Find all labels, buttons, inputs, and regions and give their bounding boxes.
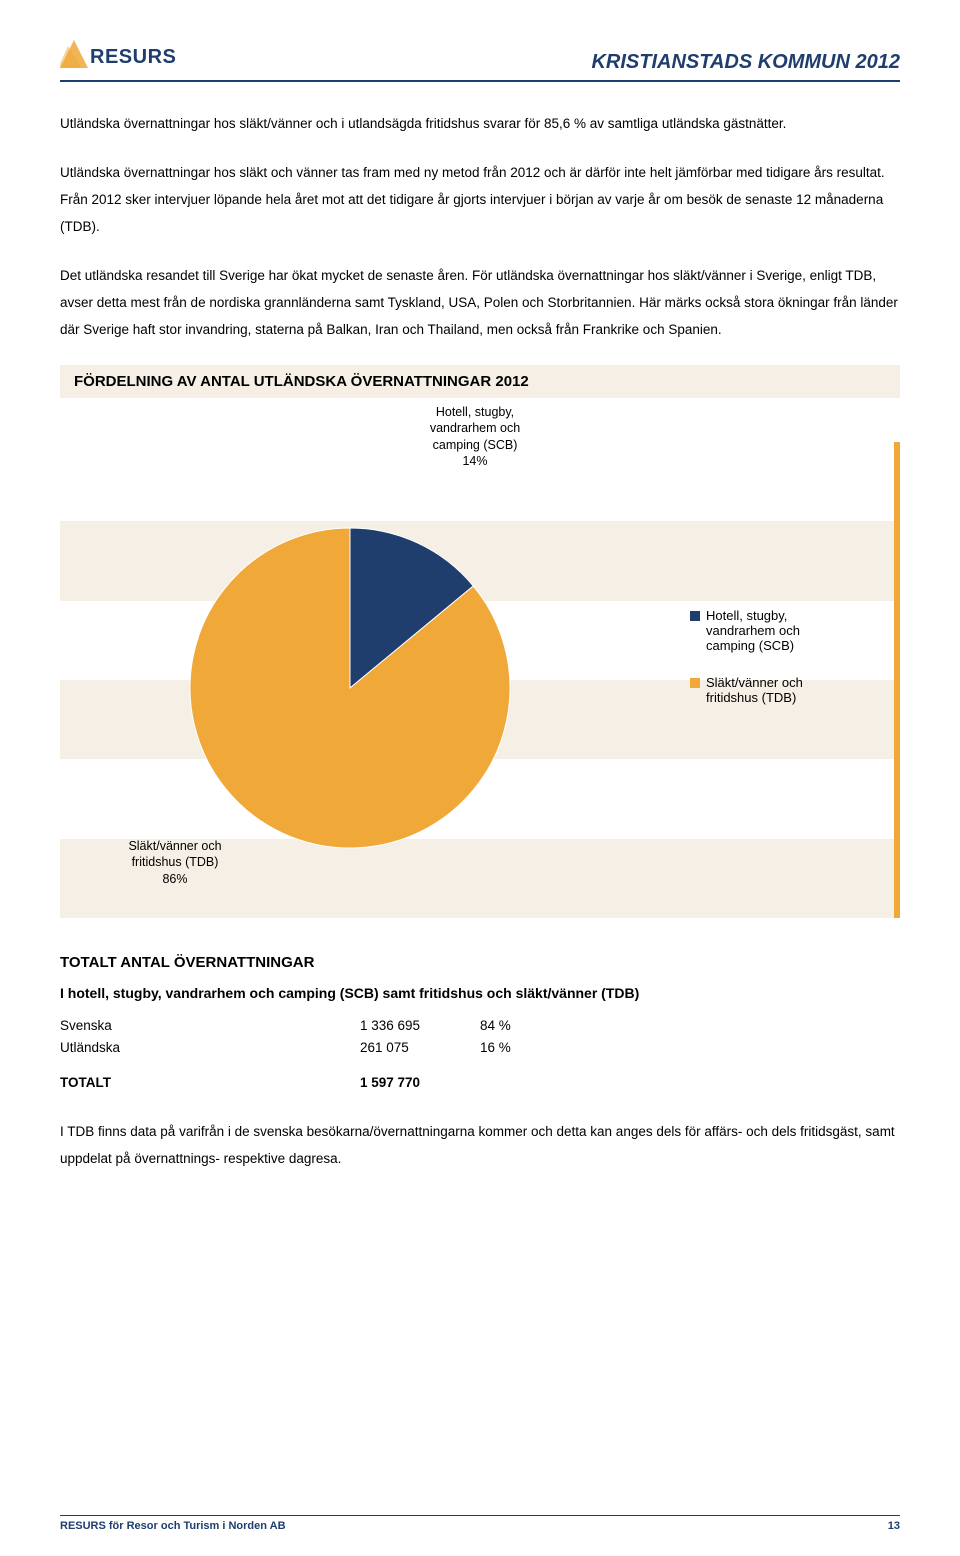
paragraph-last: I TDB finns data på varifrån i de svensk… bbox=[60, 1118, 900, 1172]
logo: RESURS bbox=[60, 40, 176, 74]
pie-chart: Hotell, stugby,vandrarhem ochcamping (SC… bbox=[60, 398, 900, 918]
row-pct: 84 % bbox=[480, 1015, 560, 1037]
page-title: KRISTIANSTADS KOMMUN 2012 bbox=[591, 51, 900, 74]
page-footer: RESURS för Resor och Turism i Norden AB … bbox=[60, 1515, 900, 1532]
chart-legend: Hotell, stugby, vandrarhem och camping (… bbox=[690, 608, 850, 727]
totals-table: Svenska 1 336 695 84 % Utländska 261 075… bbox=[60, 1015, 900, 1094]
total-label: TOTALT bbox=[60, 1072, 360, 1094]
pie-slice-label-scb: Hotell, stugby,vandrarhem ochcamping (SC… bbox=[400, 404, 550, 469]
legend-text: Hotell, stugby, vandrarhem och camping (… bbox=[706, 608, 850, 653]
paragraph-2: Utländska övernattningar hos släkt och v… bbox=[60, 159, 900, 240]
row-pct: 16 % bbox=[480, 1037, 560, 1059]
legend-item-tdb: Släkt/vänner och fritidshus (TDB) bbox=[690, 675, 850, 705]
table-row-total: TOTALT 1 597 770 bbox=[60, 1072, 900, 1094]
table-row: Utländska 261 075 16 % bbox=[60, 1037, 900, 1059]
footer-page-number: 13 bbox=[888, 1520, 900, 1532]
total-value: 1 597 770 bbox=[360, 1072, 480, 1094]
table-row: Svenska 1 336 695 84 % bbox=[60, 1015, 900, 1037]
logo-mark bbox=[60, 40, 88, 74]
row-label: Svenska bbox=[60, 1015, 360, 1037]
logo-text: RESURS bbox=[90, 46, 176, 69]
footer-left: RESURS för Resor och Turism i Norden AB bbox=[60, 1520, 286, 1532]
totals-subtitle: I hotell, stugby, vandrarhem och camping… bbox=[60, 985, 900, 1001]
pie-slice-label-tdb: Släkt/vänner ochfritidshus (TDB)86% bbox=[100, 838, 250, 887]
legend-item-scb: Hotell, stugby, vandrarhem och camping (… bbox=[690, 608, 850, 653]
paragraph-1: Utländska övernattningar hos släkt/vänne… bbox=[60, 110, 900, 137]
totals-title: TOTALT ANTAL ÖVERNATTNINGAR bbox=[60, 954, 900, 971]
legend-swatch bbox=[690, 611, 700, 621]
legend-text: Släkt/vänner och fritidshus (TDB) bbox=[706, 675, 850, 705]
row-count: 1 336 695 bbox=[360, 1015, 480, 1037]
paragraph-3: Det utländska resandet till Sverige har … bbox=[60, 262, 900, 343]
chart-title: FÖRDELNING AV ANTAL UTLÄNDSKA ÖVERNATTNI… bbox=[60, 365, 900, 398]
legend-swatch bbox=[690, 678, 700, 688]
pie-overlay: Hotell, stugby,vandrarhem ochcamping (SC… bbox=[60, 438, 900, 918]
row-label: Utländska bbox=[60, 1037, 360, 1059]
page-header: RESURS KRISTIANSTADS KOMMUN 2012 bbox=[60, 40, 900, 82]
row-count: 261 075 bbox=[360, 1037, 480, 1059]
